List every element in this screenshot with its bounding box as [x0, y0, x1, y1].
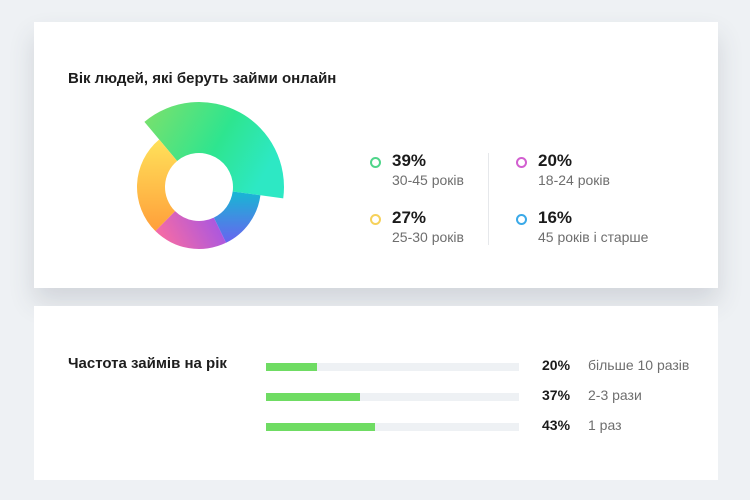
- bar-label: 1 раз: [588, 417, 622, 433]
- bar-value: 37%: [542, 387, 571, 403]
- circle-icon: [516, 214, 527, 225]
- bar-fill: [266, 393, 360, 401]
- bar-label: 2-3 рази: [588, 387, 642, 403]
- bar-value: 43%: [542, 417, 571, 433]
- slice-30-45: [144, 102, 284, 199]
- circle-icon: [370, 214, 381, 225]
- bar-value: 20%: [542, 357, 571, 373]
- bar-fill: [266, 363, 317, 371]
- frequency-chart-title: Частота займів на рік: [68, 355, 227, 372]
- age-chart-title: Вік людей, які беруть займи онлайн: [68, 70, 337, 87]
- bar-fill: [266, 423, 375, 431]
- legend-value: 20%: [538, 151, 573, 170]
- legend-label: 45 років і старше: [538, 229, 649, 245]
- legend-divider: [488, 153, 489, 245]
- legend-value: 16%: [538, 208, 573, 227]
- bar-row-1: 43% 1 раз: [266, 417, 706, 437]
- slice-45-plus: [213, 191, 261, 243]
- bar-row-more-than-10: 20% більше 10 разів: [266, 357, 706, 377]
- bar-row-2-3: 37% 2-3 рази: [266, 387, 706, 407]
- legend-label: 30-45 років: [392, 172, 464, 188]
- circle-icon: [516, 157, 527, 168]
- bar-label: більше 10 разів: [588, 357, 690, 373]
- legend-value: 27%: [392, 208, 427, 227]
- legend-value: 39%: [392, 151, 427, 170]
- age-card: Вік людей, які беруть займи онлайн: [34, 22, 718, 288]
- age-donut-chart: [137, 102, 284, 249]
- legend-label: 18-24 років: [538, 172, 610, 188]
- slice-18-24: [155, 211, 227, 249]
- bar-track: [266, 363, 519, 371]
- frequency-card: Частота займів на рік 20% більше 10 разі…: [34, 306, 718, 480]
- bar-track: [266, 393, 519, 401]
- legend-label: 25-30 років: [392, 229, 464, 245]
- bar-track: [266, 423, 519, 431]
- circle-icon: [370, 157, 381, 168]
- slice-25-30: [137, 139, 178, 232]
